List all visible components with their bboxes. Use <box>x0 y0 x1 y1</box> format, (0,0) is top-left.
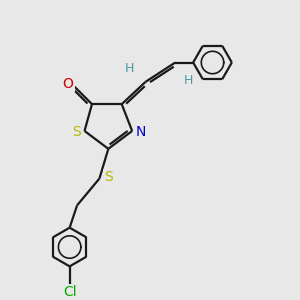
Text: S: S <box>104 170 113 184</box>
Text: H: H <box>184 74 194 87</box>
Text: S: S <box>72 125 81 140</box>
Text: N: N <box>136 125 146 140</box>
Text: H: H <box>124 62 134 75</box>
Text: Cl: Cl <box>63 285 76 299</box>
Text: O: O <box>63 77 74 91</box>
